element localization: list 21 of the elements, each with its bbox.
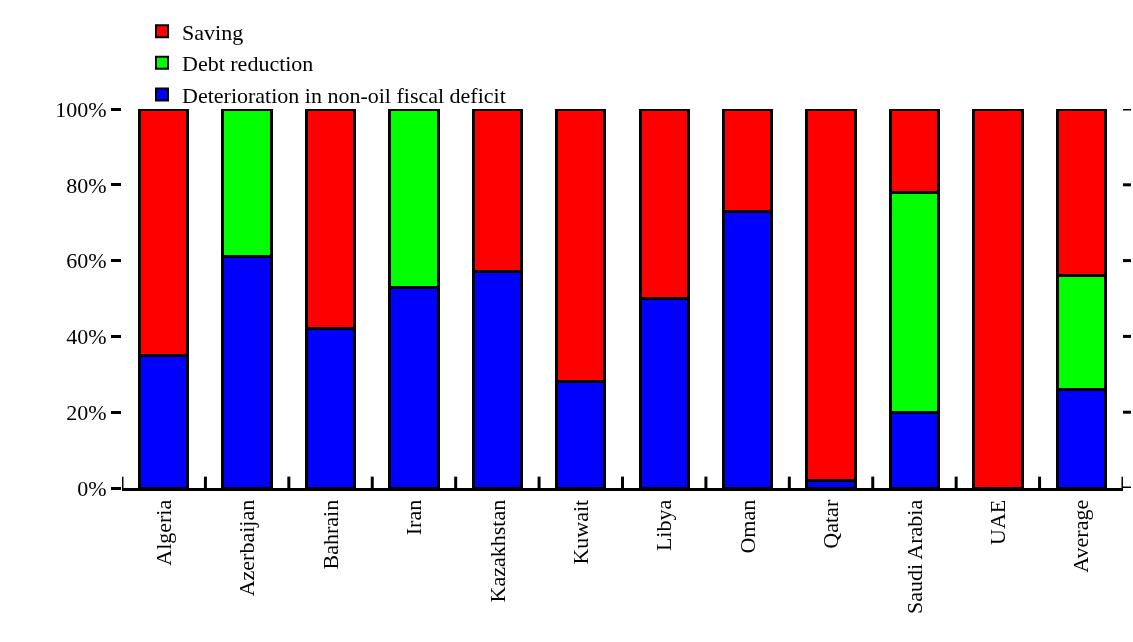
legend-label: Debt reduction (182, 51, 314, 77)
x-tick-label: Qatar (818, 499, 844, 549)
y-tick-label: 80% (66, 172, 107, 198)
legend-label: Deterioration in non-oil fiscal deficit (182, 83, 506, 109)
x-tick-label: Average (1068, 499, 1094, 573)
y-tick-label: 60% (66, 248, 107, 274)
y-tick-label: 40% (66, 324, 107, 350)
x-tick-label: Saudi Arabia (901, 499, 927, 615)
y-tick-label: 20% (66, 399, 107, 425)
x-tick-label: UAE (985, 499, 1011, 546)
x-tick-label: Algeria (150, 499, 176, 566)
x-tick-label: Iran (401, 499, 427, 536)
x-tick-label: Oman (734, 499, 760, 554)
x-tick-label: Bahrain (317, 499, 343, 570)
y-tick-label: 0% (77, 475, 107, 501)
legend-label: Saving (182, 19, 244, 45)
x-tick-label: Kazakhstan (484, 499, 510, 603)
y-tick-label: 100% (55, 96, 107, 122)
x-tick-label: Libya (651, 499, 677, 552)
x-tick-label: Azerbaijan (234, 499, 260, 597)
x-tick-label: Kuwait (567, 499, 593, 565)
